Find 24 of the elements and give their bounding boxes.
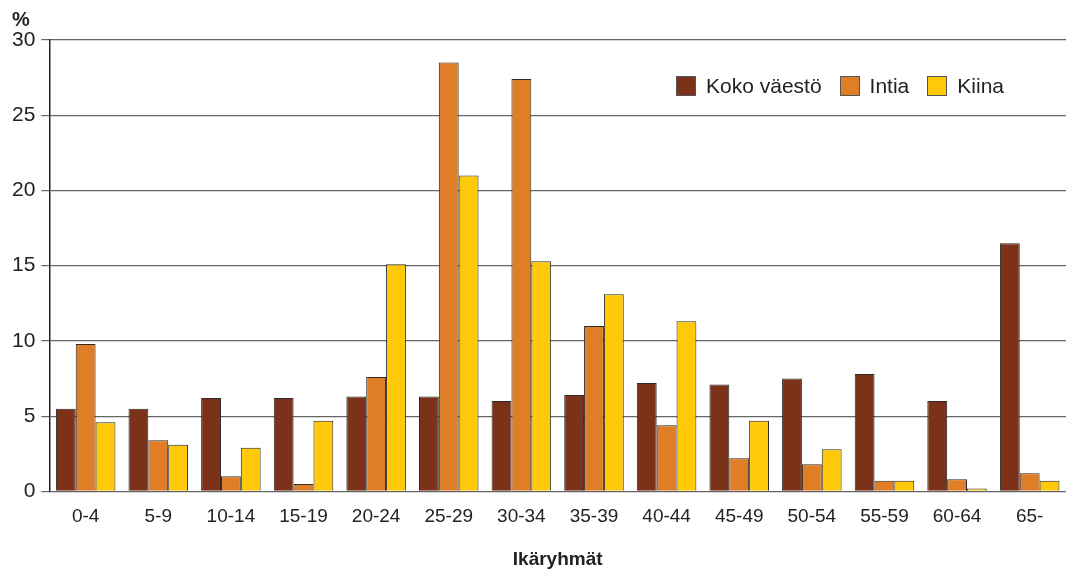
x-tick-label: 30-34	[497, 505, 547, 527]
x-tick-label: 0-4	[71, 505, 100, 527]
x-tick-label: 25-29	[424, 505, 474, 527]
x-tick-label: 40-44	[642, 505, 692, 527]
x-tick-label: 65-	[1015, 505, 1044, 527]
y-tick-label: 10	[12, 327, 36, 351]
y-tick-label: 25	[12, 102, 36, 126]
legend-label: Intia	[869, 74, 910, 98]
x-tick-label: 5-9	[144, 505, 173, 527]
x-tick-label: 10-14	[206, 505, 256, 527]
x-tick-label: 50-54	[787, 505, 837, 527]
x-tick-label: 55-59	[860, 505, 909, 527]
x-tick-label: 20-24	[351, 505, 401, 527]
y-tick-label: 20	[12, 177, 36, 201]
x-tick-label: 15-19	[279, 505, 328, 527]
legend-label: Kiina	[957, 74, 1004, 98]
y-tick-label: 15	[12, 252, 36, 276]
x-tick-label: 45-49	[714, 505, 764, 527]
x-tick-label: 35-39	[569, 505, 619, 527]
y-tick-label: 0	[23, 478, 36, 502]
y-tick-label: 5	[23, 402, 36, 426]
x-axis-title: Ikäryhmät	[512, 547, 604, 569]
x-tick-label: 60-64	[932, 505, 982, 527]
legend-label: Koko väestö	[706, 74, 822, 98]
